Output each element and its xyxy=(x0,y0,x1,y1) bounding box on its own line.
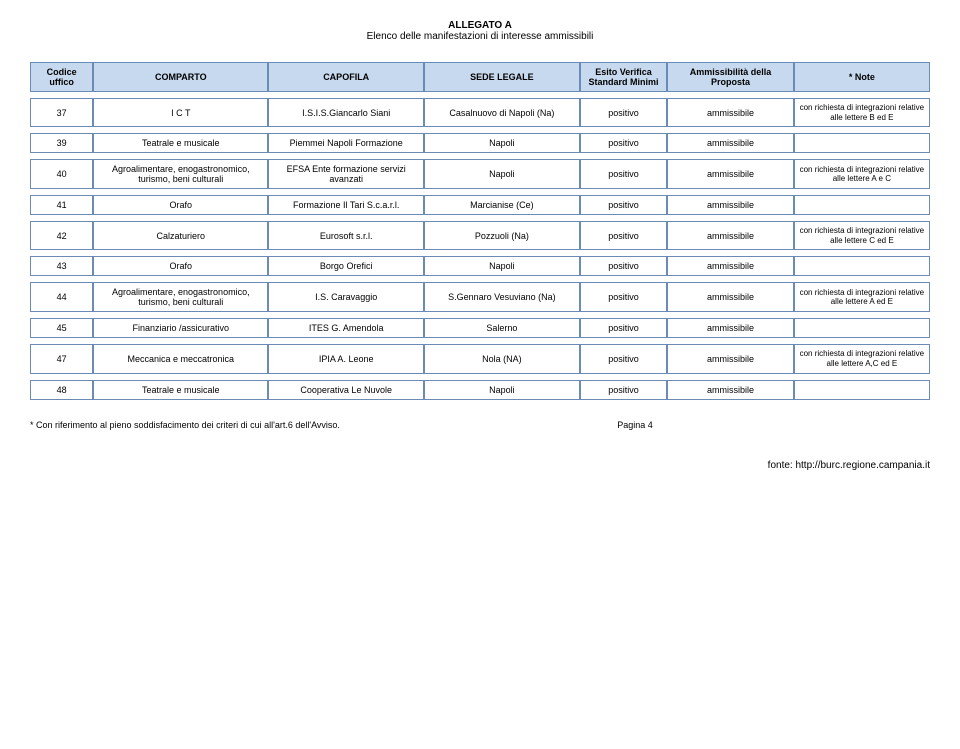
cell-amm: ammissibile xyxy=(667,344,793,373)
document-subtitle: Elenco delle manifestazioni di interesse… xyxy=(30,31,930,42)
source-line: fonte: http://burc.regione.campania.it xyxy=(30,460,930,471)
cell-capofila: Eurosoft s.r.l. xyxy=(268,221,424,250)
cell-amm: ammissibile xyxy=(667,380,793,400)
cell-codice: 41 xyxy=(30,195,93,215)
cell-note xyxy=(794,256,930,276)
cell-note xyxy=(794,318,930,338)
col-capofila: CAPOFILA xyxy=(268,62,424,92)
cell-capofila: IPIA A. Leone xyxy=(268,344,424,373)
cell-note: con richiesta di integrazioni relative a… xyxy=(794,98,930,127)
cell-sede: Salerno xyxy=(424,318,580,338)
cell-esito: positivo xyxy=(580,98,668,127)
cell-note: con richiesta di integrazioni relative a… xyxy=(794,159,930,189)
cell-note xyxy=(794,195,930,215)
cell-comparto: Agroalimentare, enogastronomico, turismo… xyxy=(93,282,268,312)
cell-amm: ammissibile xyxy=(667,221,793,250)
cell-codice: 43 xyxy=(30,256,93,276)
cell-sede: Nola (NA) xyxy=(424,344,580,373)
page-number: Pagina 4 xyxy=(617,420,653,430)
table-row: 41OrafoFormazione Il Tari S.c.a.r.l.Marc… xyxy=(30,195,930,215)
cell-comparto: Orafo xyxy=(93,256,268,276)
cell-amm: ammissibile xyxy=(667,159,793,189)
cell-amm: ammissibile xyxy=(667,256,793,276)
cell-comparto: Teatrale e musicale xyxy=(93,133,268,153)
cell-codice: 48 xyxy=(30,380,93,400)
cell-esito: positivo xyxy=(580,221,668,250)
cell-esito: positivo xyxy=(580,159,668,189)
data-table: Codice uffico COMPARTO CAPOFILA SEDE LEG… xyxy=(30,62,930,400)
cell-amm: ammissibile xyxy=(667,195,793,215)
cell-esito: positivo xyxy=(580,318,668,338)
cell-sede: Napoli xyxy=(424,159,580,189)
cell-note: con richiesta di integrazioni relative a… xyxy=(794,344,930,373)
cell-sede: Napoli xyxy=(424,133,580,153)
cell-codice: 37 xyxy=(30,98,93,127)
table-row: 39Teatrale e musicalePiemmei Napoli Form… xyxy=(30,133,930,153)
table-row: 48Teatrale e musicaleCooperativa Le Nuvo… xyxy=(30,380,930,400)
cell-codice: 44 xyxy=(30,282,93,312)
cell-codice: 39 xyxy=(30,133,93,153)
cell-sede: Casalnuovo di Napoli (Na) xyxy=(424,98,580,127)
table-row: 47Meccanica e meccatronicaIPIA A. LeoneN… xyxy=(30,344,930,373)
cell-note xyxy=(794,380,930,400)
cell-note: con richiesta di integrazioni relative a… xyxy=(794,282,930,312)
table-row: 45Finanziario /assicurativoITES G. Amend… xyxy=(30,318,930,338)
cell-codice: 47 xyxy=(30,344,93,373)
table-header-row: Codice uffico COMPARTO CAPOFILA SEDE LEG… xyxy=(30,62,930,92)
cell-sede: S.Gennaro Vesuviano (Na) xyxy=(424,282,580,312)
cell-capofila: I.S. Caravaggio xyxy=(268,282,424,312)
cell-capofila: Borgo Orefici xyxy=(268,256,424,276)
table-row: 44Agroalimentare, enogastronomico, turis… xyxy=(30,282,930,312)
table-row: 42CalzaturieroEurosoft s.r.l.Pozzuoli (N… xyxy=(30,221,930,250)
col-amm: Ammissibilità della Proposta xyxy=(667,62,793,92)
cell-capofila: I.S.I.S.Giancarlo Siani xyxy=(268,98,424,127)
table-row: 40Agroalimentare, enogastronomico, turis… xyxy=(30,159,930,189)
cell-capofila: Piemmei Napoli Formazione xyxy=(268,133,424,153)
cell-comparto: I C T xyxy=(93,98,268,127)
cell-note: con richiesta di integrazioni relative a… xyxy=(794,221,930,250)
cell-amm: ammissibile xyxy=(667,282,793,312)
cell-comparto: Finanziario /assicurativo xyxy=(93,318,268,338)
document-title: ALLEGATO A xyxy=(30,20,930,31)
footer: * Con riferimento al pieno soddisfacimen… xyxy=(30,420,930,430)
cell-sede: Marcianise (Ce) xyxy=(424,195,580,215)
cell-esito: positivo xyxy=(580,344,668,373)
cell-codice: 45 xyxy=(30,318,93,338)
cell-sede: Pozzuoli (Na) xyxy=(424,221,580,250)
cell-codice: 40 xyxy=(30,159,93,189)
col-note: * Note xyxy=(794,62,930,92)
cell-amm: ammissibile xyxy=(667,133,793,153)
cell-capofila: EFSA Ente formazione servizi avanzati xyxy=(268,159,424,189)
cell-comparto: Calzaturiero xyxy=(93,221,268,250)
table-row: 37I C TI.S.I.S.Giancarlo SianiCasalnuovo… xyxy=(30,98,930,127)
cell-capofila: Cooperativa Le Nuvole xyxy=(268,380,424,400)
col-comparto: COMPARTO xyxy=(93,62,268,92)
cell-comparto: Agroalimentare, enogastronomico, turismo… xyxy=(93,159,268,189)
cell-amm: ammissibile xyxy=(667,318,793,338)
cell-codice: 42 xyxy=(30,221,93,250)
cell-esito: positivo xyxy=(580,195,668,215)
col-esito: Esito Verifica Standard Minimi xyxy=(580,62,668,92)
cell-esito: positivo xyxy=(580,256,668,276)
footnote: * Con riferimento al pieno soddisfacimen… xyxy=(30,420,340,430)
cell-sede: Napoli xyxy=(424,256,580,276)
cell-capofila: ITES G. Amendola xyxy=(268,318,424,338)
cell-comparto: Orafo xyxy=(93,195,268,215)
cell-note xyxy=(794,133,930,153)
cell-capofila: Formazione Il Tari S.c.a.r.l. xyxy=(268,195,424,215)
table-row: 43OrafoBorgo OreficiNapolipositivoammiss… xyxy=(30,256,930,276)
cell-sede: Napoli xyxy=(424,380,580,400)
cell-comparto: Teatrale e musicale xyxy=(93,380,268,400)
cell-esito: positivo xyxy=(580,380,668,400)
cell-amm: ammissibile xyxy=(667,98,793,127)
col-sede: SEDE LEGALE xyxy=(424,62,580,92)
cell-comparto: Meccanica e meccatronica xyxy=(93,344,268,373)
cell-esito: positivo xyxy=(580,133,668,153)
cell-esito: positivo xyxy=(580,282,668,312)
col-codice: Codice uffico xyxy=(30,62,93,92)
